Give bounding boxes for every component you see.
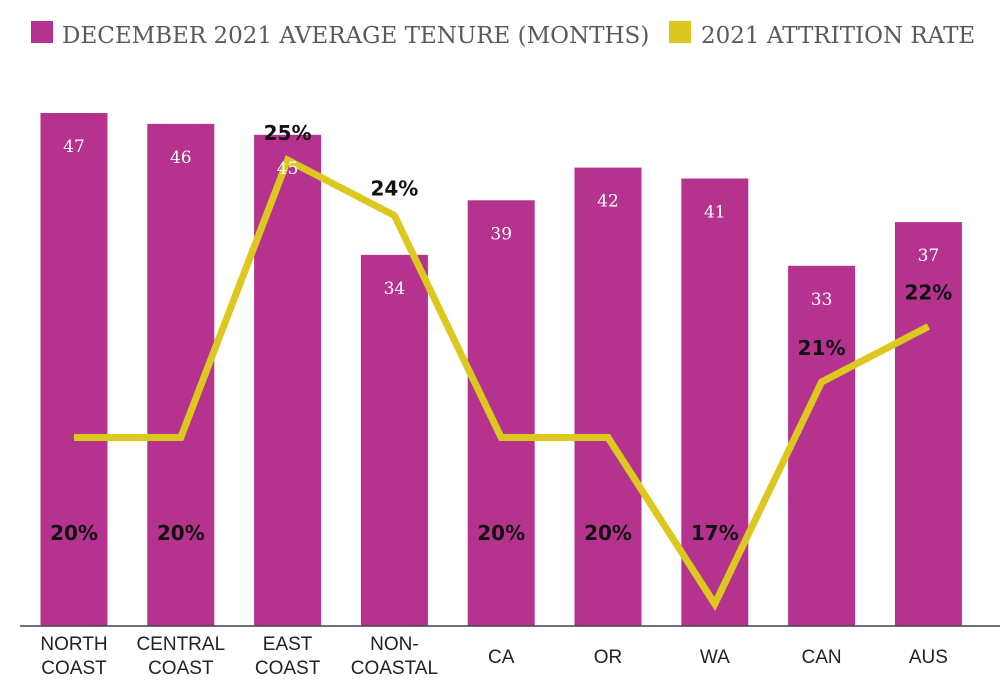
line-value-label: 24% <box>370 177 418 201</box>
x-tick-label: CAN <box>802 647 842 668</box>
bar <box>254 134 322 627</box>
bar-value-label: 39 <box>490 224 512 244</box>
bar <box>360 254 428 626</box>
x-tick-label: CA <box>488 647 515 668</box>
legend-swatch-attrition <box>669 21 691 43</box>
bar-value-labels: 47 46 45 34 39 42 41 33 37 <box>63 137 939 310</box>
line-value-label: 21% <box>798 336 846 360</box>
line-value-label: 20% <box>50 521 98 545</box>
x-axis-tick-labels: NORTH COAST CENTRAL COAST EAST COAST NON- COAST… <box>40 634 948 679</box>
bar-value-label: 46 <box>170 148 192 168</box>
bar <box>40 113 108 626</box>
bar <box>467 200 535 627</box>
bar-value-label: 33 <box>811 290 833 310</box>
legend: DECEMBER 2021 AVERAGE TENURE (MONTHS) 202… <box>31 21 975 49</box>
x-tick-label: COAST <box>255 658 321 679</box>
bar-series <box>40 113 962 627</box>
line-value-label: 20% <box>157 521 205 545</box>
bar-value-label: 45 <box>277 159 299 179</box>
x-tick-label: AUS <box>909 647 948 668</box>
x-tick-label: NON- <box>370 634 419 655</box>
x-tick-label: CENTRAL <box>136 634 225 655</box>
bar-value-label: 34 <box>384 279 406 299</box>
x-tick-label: COAST <box>41 658 107 679</box>
x-tick-label: WA <box>700 647 730 668</box>
legend-label-tenure: DECEMBER 2021 AVERAGE TENURE (MONTHS) <box>62 23 649 49</box>
line-value-label: 17% <box>691 521 739 545</box>
bar-value-label: 37 <box>918 246 940 266</box>
attrition-line-series <box>73 155 931 612</box>
bar <box>894 222 962 626</box>
x-tick-label: EAST <box>263 634 313 655</box>
bar-value-label: 42 <box>597 192 619 212</box>
x-tick-label: OR <box>594 647 623 668</box>
line-value-label: 20% <box>477 521 525 545</box>
x-tick-label: COASTAL <box>351 658 438 679</box>
x-tick-label: COAST <box>148 658 214 679</box>
legend-swatch-tenure <box>31 21 53 43</box>
line-value-labels: 20% 20% 25% 24% 20% 20% 17% 21% 22% <box>50 121 952 545</box>
bar <box>574 167 642 626</box>
legend-label-attrition: 2021 ATTRITION RATE <box>701 23 975 49</box>
x-tick-label: NORTH <box>40 634 107 655</box>
line-value-label: 22% <box>904 281 952 305</box>
line-value-label: 20% <box>584 521 632 545</box>
line-value-label: 25% <box>264 121 312 145</box>
bar <box>788 265 856 626</box>
bar-value-label: 47 <box>63 137 85 157</box>
bar-value-label: 41 <box>704 203 726 223</box>
